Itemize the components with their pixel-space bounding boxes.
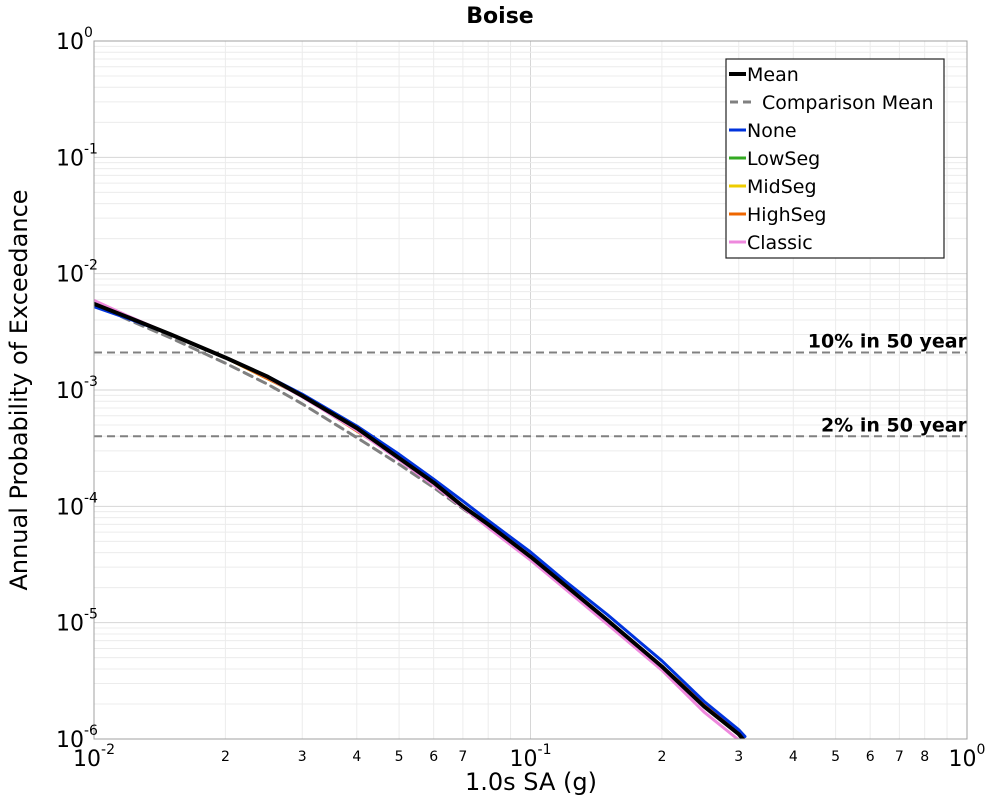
y-major-tick-label: 10-3: [56, 374, 98, 404]
plot-frame: [93, 40, 968, 740]
legend-label: Classic: [747, 232, 813, 254]
reference-line-label: 2% in 50 year: [821, 414, 968, 436]
x-minor-tick-label: 2: [657, 749, 666, 765]
y-major-tick-label: 10-2: [56, 258, 98, 288]
reference-lines: 10% in 50 year 2% in 50 year: [94, 331, 968, 438]
y-axis-label: Annual Probability of Exceedance: [5, 189, 33, 590]
x-axis-label: 1.0s SA (g): [465, 768, 597, 796]
legend-label: LowSeg: [747, 148, 820, 170]
y-major-tick-label: 10-1: [56, 141, 98, 171]
x-minor-tick-label: 3: [734, 749, 743, 765]
legend: Mean Comparison Mean None LowSeg MidSeg HighS…: [725, 58, 945, 259]
y-major-tick-label: 100: [56, 25, 93, 55]
x-minor-tick-label: 3: [298, 749, 307, 765]
x-minor-tick-label: 4: [789, 749, 798, 765]
legend-box: [725, 58, 945, 259]
y-major-tick-label: 10-6: [56, 723, 98, 753]
x-minor-tick-label: 6: [429, 749, 438, 765]
legend-label: Comparison Mean: [762, 92, 934, 114]
x-major-tick-label: 100: [949, 742, 986, 772]
chart-title: Boise: [466, 4, 533, 29]
legend-label: HighSeg: [747, 204, 826, 226]
legend-label: MidSeg: [747, 176, 817, 198]
x-minor-tick-label: 5: [395, 749, 404, 765]
series-group: [94, 298, 747, 739]
reference-line-label: 10% in 50 year: [808, 331, 968, 353]
y-major-tick-label: 10-5: [56, 607, 98, 637]
x-minor-tick-label: 2: [221, 749, 230, 765]
grid: [93, 41, 967, 740]
x-minor-tick-label: 8: [920, 749, 929, 765]
x-minor-tick-label: 7: [458, 749, 467, 765]
x-minor-tick-label: 6: [866, 749, 875, 765]
x-major-tick-label: 10-2: [73, 742, 115, 772]
series-line-mean: [94, 301, 746, 739]
x-major-tick-label: 10-1: [510, 742, 552, 772]
y-major-tick-label: 10-4: [56, 490, 98, 520]
legend-label: Mean: [747, 64, 799, 86]
legend-label: None: [747, 120, 797, 142]
x-minor-tick-label: 5: [831, 749, 840, 765]
x-minor-tick-label: 7: [895, 749, 904, 765]
x-minor-tick-label: 4: [352, 749, 361, 765]
y-tick-labels: 100 10-1 10-2 10-3 10-4 10-5 10-6: [56, 25, 98, 753]
